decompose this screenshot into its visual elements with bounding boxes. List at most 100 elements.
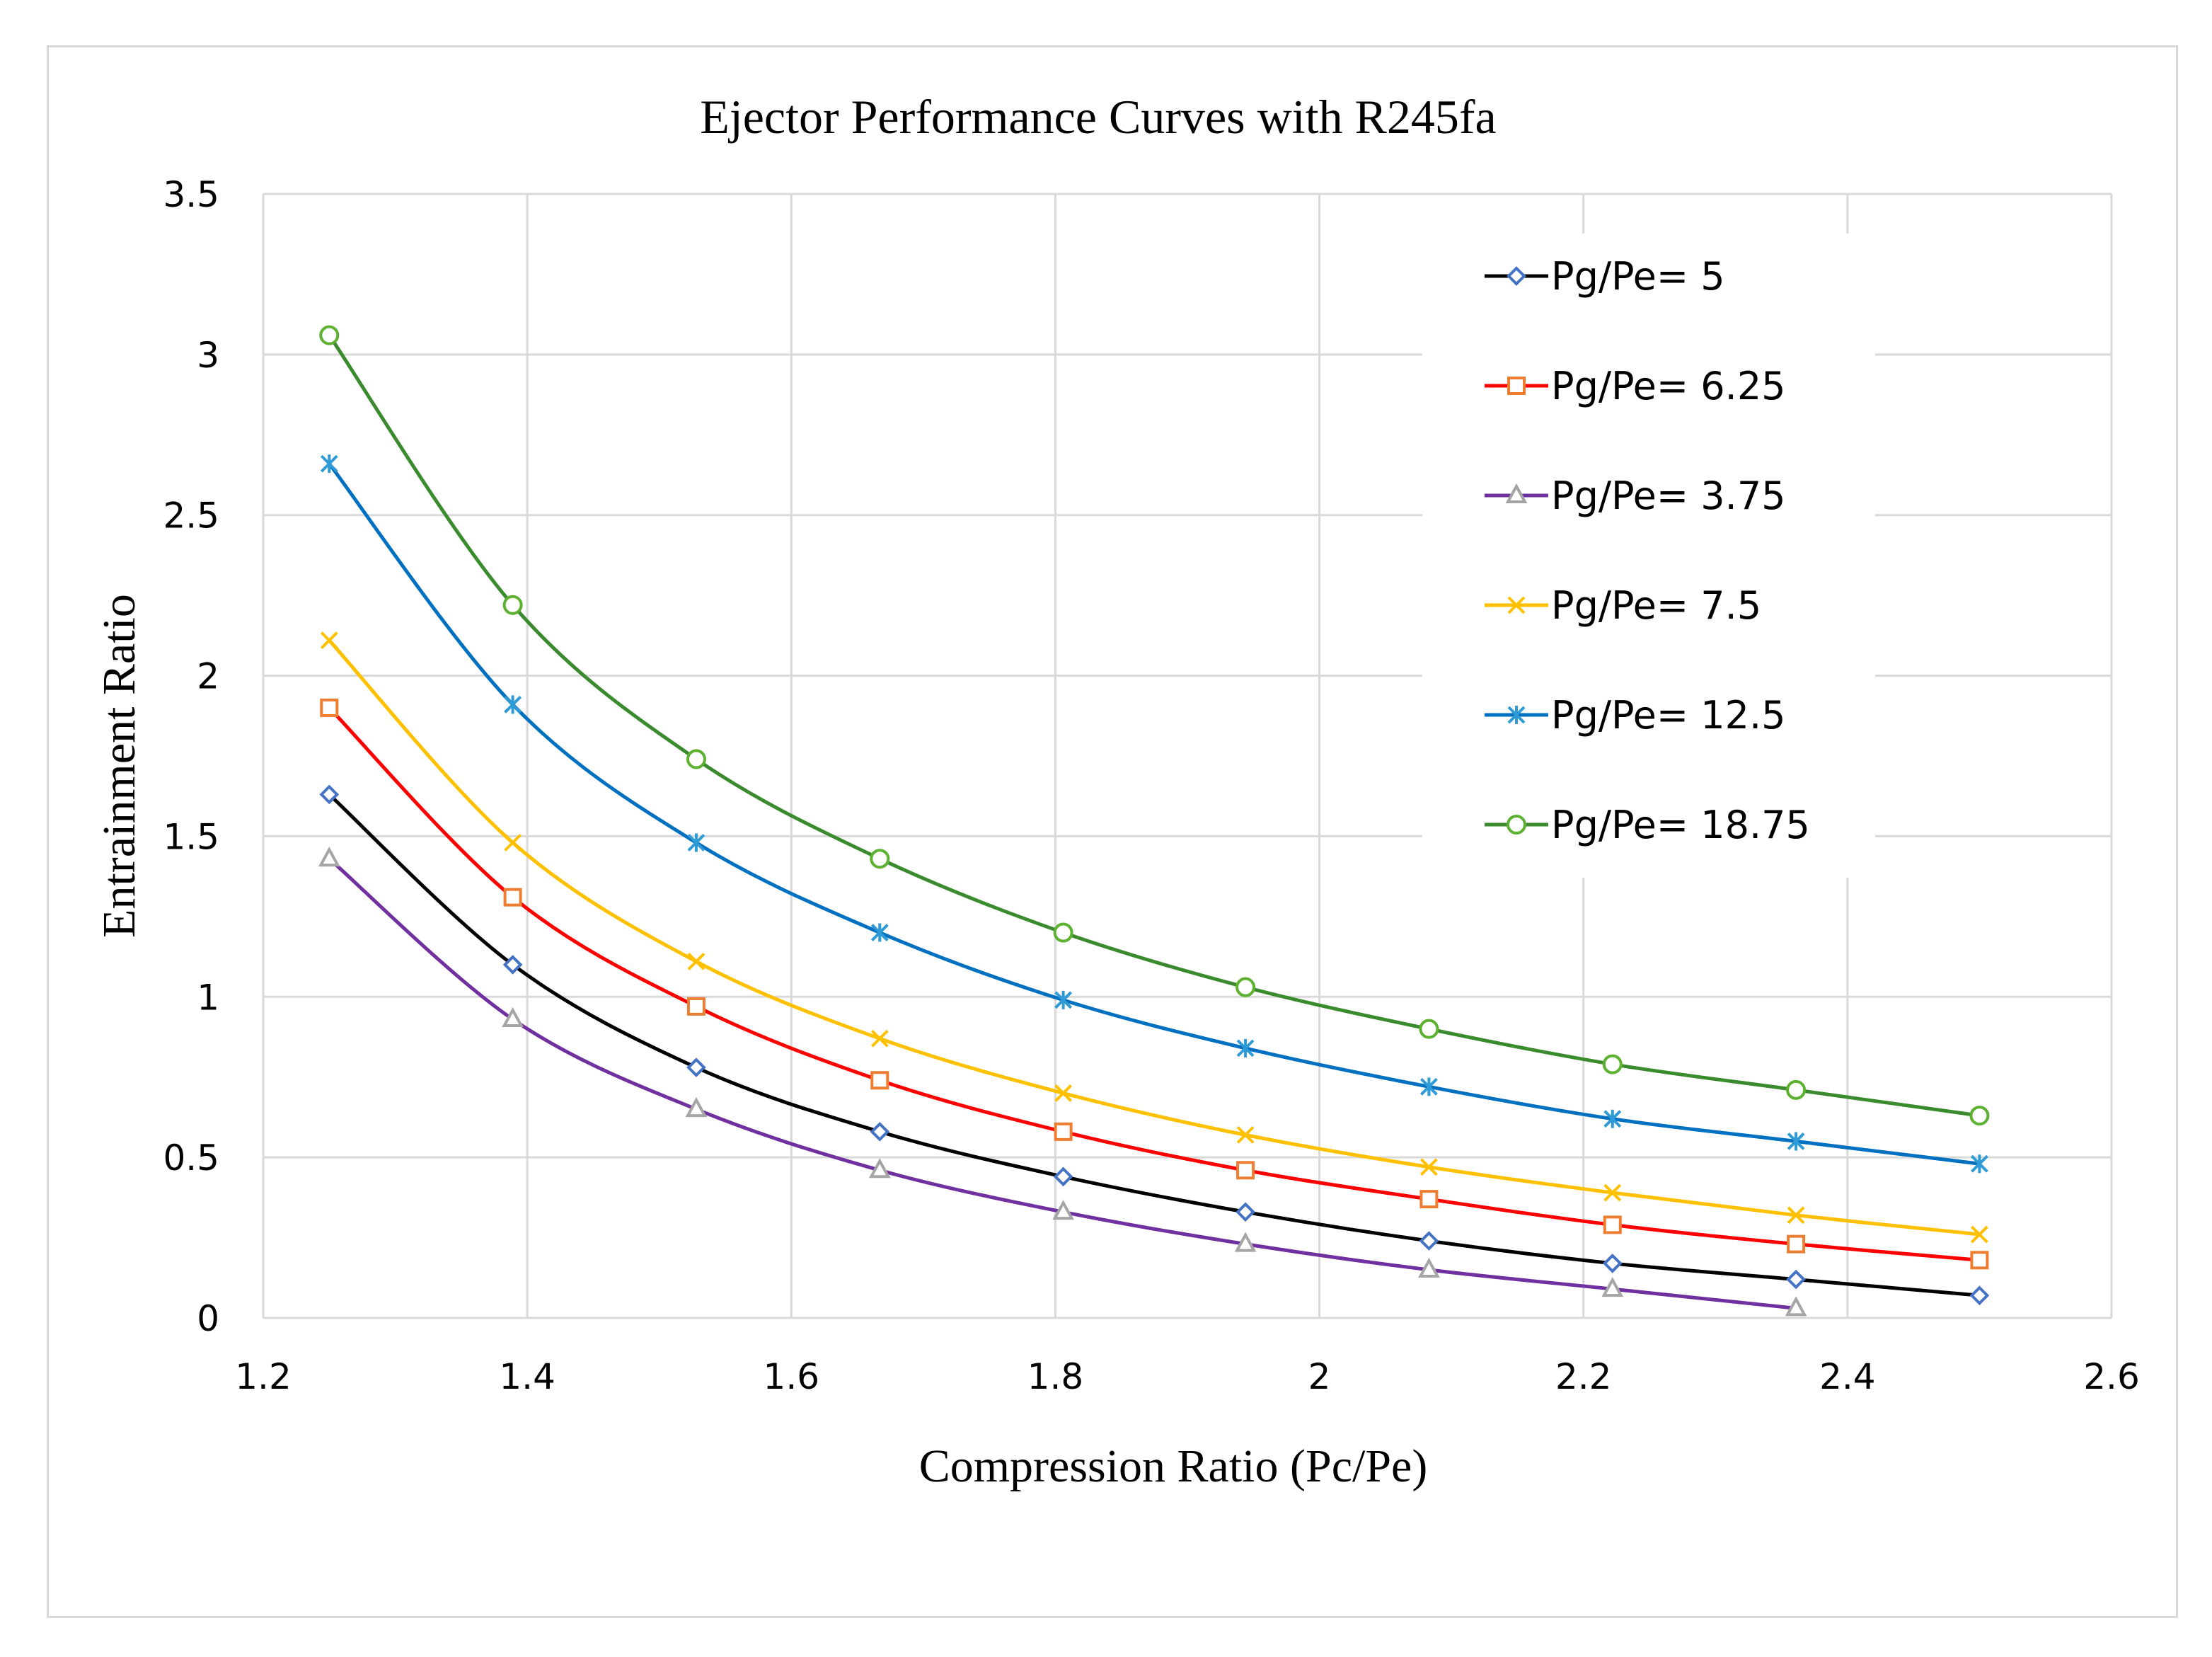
- data-point: [870, 1029, 889, 1048]
- series-line: [328, 706, 1980, 1262]
- data-point: [1420, 1158, 1438, 1176]
- data-point: [1785, 1296, 1807, 1317]
- data-point: [1419, 1019, 1439, 1039]
- y-tick-label: 1.5: [163, 816, 219, 857]
- data-point: [1786, 1079, 1807, 1100]
- data-point: [502, 1007, 524, 1028]
- x-tick-label: 2.4: [1819, 1356, 1876, 1397]
- data-point: [1787, 1234, 1806, 1254]
- data-point: [1787, 1132, 1805, 1151]
- data-point: [870, 923, 889, 942]
- data-point: [1236, 1161, 1255, 1180]
- x-tick-label: 2.6: [2083, 1356, 2140, 1397]
- data-point: [504, 834, 522, 852]
- data-point: [685, 1096, 708, 1118]
- y-tick-label: 3.5: [163, 174, 219, 215]
- data-point: [502, 595, 523, 615]
- data-point: [1054, 1084, 1073, 1102]
- y-tick-label: 0: [197, 1298, 219, 1339]
- y-tick-label: 0.5: [163, 1137, 219, 1179]
- series-2: [318, 847, 1807, 1317]
- data-point: [870, 1071, 889, 1090]
- series-0: [319, 784, 1990, 1306]
- data-point: [504, 695, 522, 714]
- legend-swatch-marker: [1507, 596, 1526, 614]
- data-point: [1971, 1225, 1988, 1244]
- x-tick-label: 2.2: [1555, 1356, 1612, 1397]
- legend-swatch-marker: [1507, 815, 1526, 835]
- legend: Pg/Pe= 5 Pg/Pe= 6.25 Pg/Pe= 3.75 Pg/Pe= 7.5…: [1422, 234, 1875, 878]
- legend-label: Pg/Pe= 7.5: [1551, 583, 1761, 628]
- x-tick-label: 1.8: [1027, 1356, 1084, 1397]
- data-point: [1053, 1166, 1073, 1187]
- data-point: [687, 833, 705, 852]
- data-point: [1969, 1285, 1990, 1306]
- data-point: [1971, 1154, 1988, 1174]
- legend-item: Pg/Pe= 18.75: [1485, 803, 1810, 847]
- data-point: [320, 698, 339, 717]
- legend-label: Pg/Pe= 3.75: [1551, 474, 1786, 518]
- data-point: [320, 631, 338, 650]
- legend-swatch-marker: [1507, 377, 1526, 395]
- data-point: [1419, 1190, 1439, 1209]
- data-point: [1603, 1183, 1622, 1202]
- data-point: [1419, 1231, 1439, 1251]
- series-5: [319, 325, 1990, 1126]
- data-point: [686, 749, 706, 769]
- data-point: [1420, 1077, 1438, 1096]
- data-point: [320, 454, 338, 474]
- legend-label: Pg/Pe= 6.25: [1551, 364, 1786, 408]
- data-point: [1236, 1125, 1255, 1144]
- data-point: [1603, 1215, 1622, 1234]
- data-point: [868, 1158, 891, 1179]
- data-point: [1601, 1276, 1624, 1297]
- chart-title: Ejector Performance Curves with R245fa: [700, 90, 1496, 144]
- series-line: [328, 638, 1980, 1237]
- data-point: [870, 1122, 890, 1142]
- data-point: [1235, 1202, 1255, 1222]
- data-point: [686, 1057, 706, 1077]
- x-tick-label: 1.4: [499, 1356, 555, 1397]
- data-point: [1602, 1054, 1623, 1074]
- data-point: [318, 847, 340, 867]
- data-point: [503, 888, 522, 907]
- legend-item: Pg/Pe= 6.25: [1485, 364, 1786, 408]
- y-tick-label: 2: [197, 656, 219, 697]
- data-point: [319, 784, 340, 805]
- data-point: [1052, 1200, 1074, 1220]
- data-point: [1053, 922, 1073, 943]
- data-point: [1603, 1109, 1622, 1128]
- data-point: [687, 952, 705, 970]
- x-tick-label: 1.2: [235, 1356, 292, 1397]
- data-point: [1787, 1206, 1805, 1225]
- data-point: [1054, 1122, 1073, 1141]
- y-tick-label: 1: [197, 977, 219, 1018]
- legend-label: Pg/Pe= 18.75: [1551, 803, 1810, 847]
- legend-swatch-marker: [1507, 706, 1526, 724]
- tick-labels: 0 0.5 1 1.5 2 2.5 3 3.5 1.2 1.4 1.6 1.8 2 2.2 2.4 2.6: [163, 174, 2139, 1397]
- legend-item: Pg/Pe= 7.5: [1485, 583, 1761, 628]
- data-point: [1786, 1269, 1806, 1290]
- data-point: [870, 849, 890, 869]
- data-point: [686, 997, 705, 1016]
- series-line: [328, 462, 1980, 1166]
- data-point: [502, 955, 523, 975]
- series-layer: [318, 325, 1990, 1317]
- legend-background: [1422, 234, 1875, 878]
- y-tick-label: 3: [197, 335, 219, 376]
- data-point: [1234, 1232, 1257, 1252]
- legend-label: Pg/Pe= 12.5: [1551, 693, 1786, 738]
- data-point: [1602, 1254, 1623, 1273]
- legend-item: Pg/Pe= 12.5: [1485, 693, 1786, 738]
- data-point: [1418, 1257, 1440, 1278]
- series-3: [320, 631, 1988, 1244]
- legend-item: Pg/Pe= 3.75: [1485, 474, 1786, 518]
- x-tick-label: 1.6: [764, 1356, 820, 1397]
- data-point: [1970, 1251, 1989, 1270]
- series-line: [328, 793, 1980, 1297]
- data-point: [319, 325, 340, 345]
- x-tick-label: 2: [1308, 1356, 1331, 1397]
- x-axis-title: Compression Ratio (Pc/Pe): [919, 1440, 1428, 1492]
- data-point: [1054, 990, 1073, 1009]
